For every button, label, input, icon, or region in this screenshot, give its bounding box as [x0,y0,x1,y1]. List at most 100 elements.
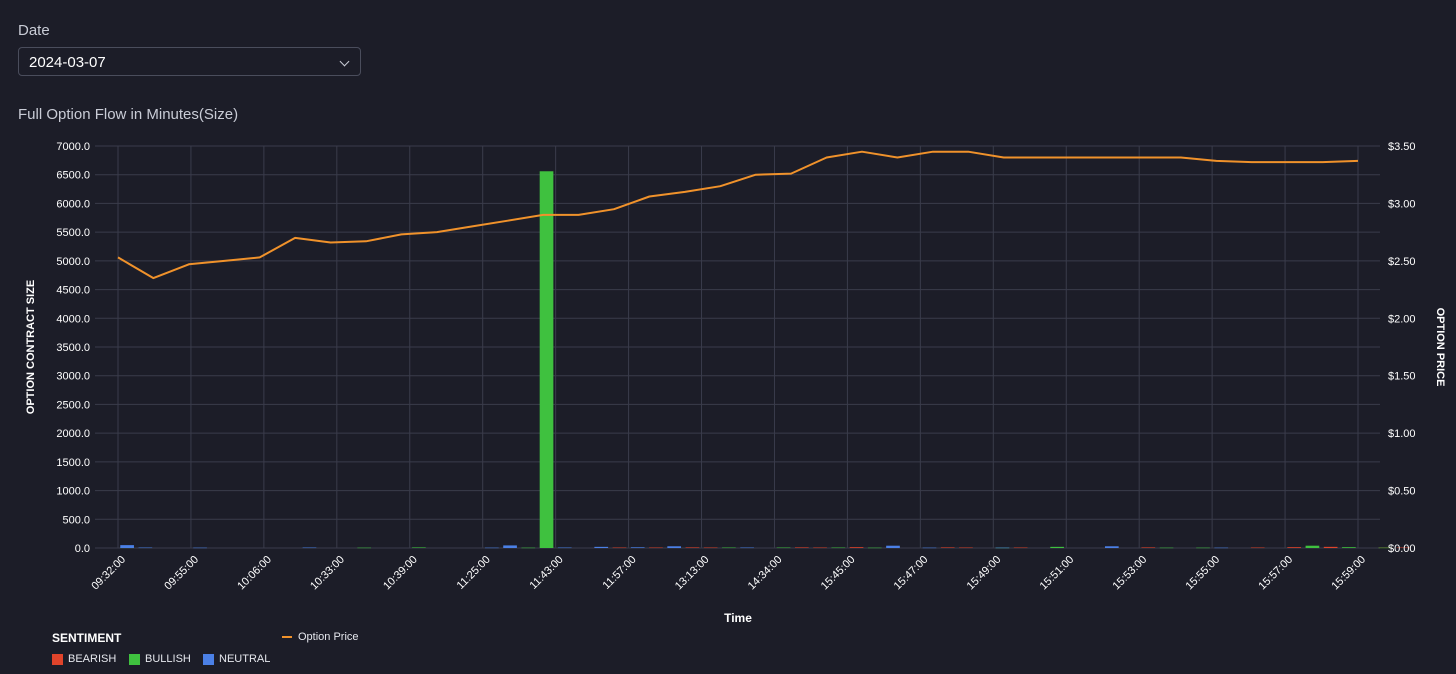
bar-bullish [1196,547,1210,549]
bar-bullish [539,171,554,549]
x-tick-label: 15:57:00 [1256,554,1295,593]
legend-item-bearish[interactable]: BEARISH [52,653,116,665]
bar-bullish [357,547,372,549]
bar-neutral [594,546,609,548]
x-tick-label: 15:59:00 [1329,554,1368,593]
bar-bearish [794,547,809,548]
y2-tick-label: $2.00 [1388,313,1416,325]
y-tick-label: 0.0 [75,543,90,555]
x-tick-label: 11:43:00 [528,554,566,592]
legend-label-neutral: NEUTRAL [219,653,271,665]
bar-bearish [849,547,864,548]
bar-neutral [740,547,754,549]
option-price-line [117,150,1359,280]
x-tick-label: 15:53:00 [1111,554,1150,593]
bar-bearish [1287,547,1302,548]
bar-neutral [138,547,153,549]
bar-neutral [922,547,937,549]
legend-item-neutral[interactable]: NEUTRAL [203,653,270,665]
bar-neutral [120,545,134,548]
y-tick-label: 5000.0 [56,256,90,268]
bar-neutral [630,547,645,548]
legend-title: SENTIMENT [52,631,122,645]
y-tick-label: 2000.0 [56,428,90,440]
y-tick-label: 3500.0 [56,342,90,354]
y-axis-label: OPTION CONTRACT SIZE [25,280,37,414]
x-tick-label: 15:51:00 [1038,554,1077,593]
bullish-swatch [129,653,140,665]
bar-bullish [867,547,882,549]
chart-grid [95,145,1380,549]
y-tick-label: 1500.0 [56,457,90,469]
date-select[interactable]: 2024-03-07 [18,47,361,76]
x-tick-label: 10:39:00 [381,554,420,593]
x-axis-ticks: 09:32:00 09:55:00 10:06:00 10:33:00 10:39:00… [89,554,1368,593]
bar-neutral [503,545,517,548]
option-price-series [117,150,1359,280]
bar-bearish [1013,547,1028,549]
y2-tick-label: $3.50 [1388,141,1416,153]
y-tick-label: 4500.0 [56,285,90,297]
legend-item-option-price[interactable]: Option Price [282,631,359,643]
chart-title: Full Option Flow in Minutes(Size) [18,106,239,123]
x-tick-label: 11:25:00 [455,554,493,592]
bar-neutral [302,547,317,549]
legend-item-bullish[interactable]: BULLISH [129,653,191,665]
y2-tick-label: $3.00 [1388,198,1416,210]
bar-bullish [1159,547,1174,549]
bar-bearish [1141,547,1156,548]
bar-bullish [1378,547,1393,549]
neutral-swatch [203,653,214,665]
bar-bearish [685,547,700,548]
x-tick-label: 14:34:00 [746,554,785,593]
x-tick-label: 10:06:00 [235,554,274,593]
date-select-value: 2024-03-07 [29,54,106,71]
x-axis-label: Time [724,611,752,625]
bar-bearish [1250,547,1265,549]
date-filter-label: Date [18,22,50,39]
bar-neutral [667,546,682,548]
x-tick-label: 15:55:00 [1183,554,1222,593]
x-tick-label: 09:32:00 [89,554,128,593]
bar-bearish [1396,547,1411,549]
y-axis-ticks: 0.0 500.0 1000.0 1500.0 2000.0 2500.0 3000.0 35… [56,141,90,555]
sentiment-bars [120,171,1411,549]
bar-bearish [649,547,663,549]
bar-neutral [484,547,499,549]
y-tick-label: 1000.0 [56,486,90,498]
x-tick-label: 15:47:00 [892,554,931,593]
bar-bullish [831,547,846,549]
bar-bullish [412,547,426,548]
y-tick-label: 3000.0 [56,371,90,383]
y-tick-label: 5500.0 [56,227,90,239]
y-tick-label: 500.0 [62,514,90,526]
bar-bullish [776,547,791,549]
x-tick-label: 10:33:00 [308,554,347,593]
bar-neutral [1214,547,1229,549]
x-tick-label: 13:13:00 [673,554,712,593]
bar-bullish [1305,545,1320,548]
y-tick-label: 7000.0 [56,141,90,153]
y2-tick-label: $0.50 [1388,486,1416,498]
legend-label-bullish: BULLISH [145,653,191,665]
bar-bearish [612,547,627,549]
bar-bullish [1342,547,1356,548]
bar-bearish [959,547,973,549]
bar-bearish [813,547,827,549]
bar-bearish [703,547,718,549]
bar-neutral [193,547,207,549]
bearish-swatch [52,653,63,665]
y-tick-label: 6500.0 [56,170,90,182]
legend-label-bearish: BEARISH [68,653,117,665]
x-tick-label: 09:55:00 [162,554,201,593]
bar-bullish [1050,546,1064,548]
y2-axis-label: OPTION PRICE [1434,308,1446,387]
x-tick-label: 15:49:00 [965,554,1004,593]
y-tick-label: 6000.0 [56,198,90,210]
legend-label-option-price: Option Price [298,631,359,643]
bar-bullish [521,547,536,549]
bar-bearish [940,547,955,548]
bar-bearish [1323,546,1338,548]
bar-neutral [1104,546,1119,548]
y2-tick-label: $1.00 [1388,428,1416,440]
